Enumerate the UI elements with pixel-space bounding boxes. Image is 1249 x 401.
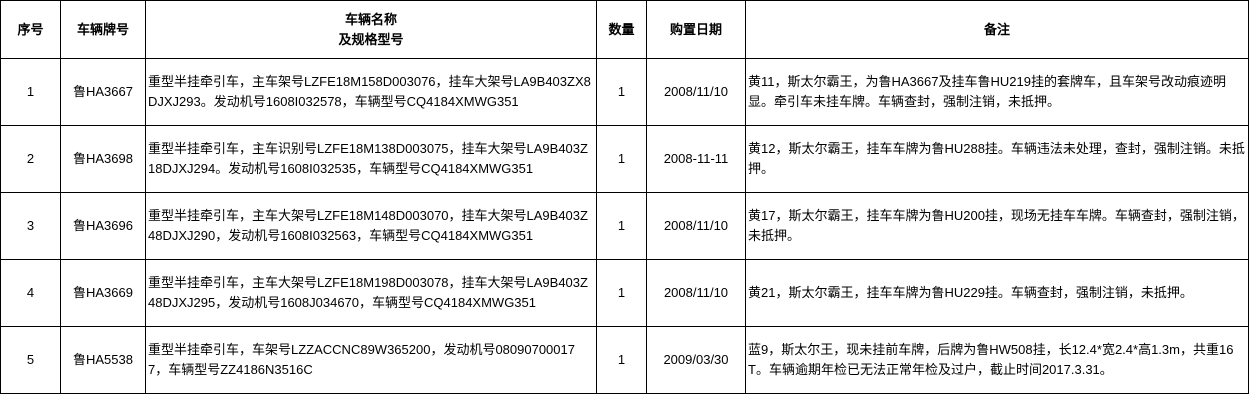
description-cell: 重型半挂牵引车，主车架号LZFE18M158D003076，挂车大架号LA9B4… bbox=[145, 58, 597, 126]
plate-cell: 鲁HA3667 bbox=[60, 58, 146, 126]
header-note: 备注 bbox=[745, 0, 1249, 59]
date-cell: 2008-11-11 bbox=[646, 125, 746, 193]
header-plate: 车辆牌号 bbox=[60, 0, 146, 59]
row-number: 4 bbox=[0, 259, 61, 327]
quantity-cell: 1 bbox=[596, 58, 647, 126]
date-cell: 2008/11/10 bbox=[646, 259, 746, 327]
plate-cell: 鲁HA5538 bbox=[60, 326, 146, 394]
header-qty: 数量 bbox=[596, 0, 647, 59]
plate-cell: 鲁HA3696 bbox=[60, 192, 146, 260]
header-name: 车辆名称 及规格型号 bbox=[145, 0, 597, 59]
quantity-cell: 1 bbox=[596, 192, 647, 260]
row-number: 2 bbox=[0, 125, 61, 193]
note-cell: 黄21，斯太尔霸王，挂车车牌为鲁HU229挂。车辆查封，强制注销，未抵押。 bbox=[745, 259, 1249, 327]
row-number: 1 bbox=[0, 58, 61, 126]
table-row: 5 鲁HA5538 重型半挂牵引车，车架号LZZACCNC89W365200，发动机… bbox=[0, 326, 1249, 394]
description-cell: 重型半挂牵引车，车架号LZZACCNC89W365200，发动机号0809070… bbox=[145, 326, 597, 394]
description-cell: 重型半挂牵引车，主车大架号LZFE18M198D003078，挂车大架号LA9B… bbox=[145, 259, 597, 327]
table-row: 4 鲁HA3669 重型半挂牵引车，主车大架号LZFE18M198D003078，挂… bbox=[0, 259, 1249, 327]
date-cell: 2009/03/30 bbox=[646, 326, 746, 394]
date-cell: 2008/11/10 bbox=[646, 58, 746, 126]
note-cell: 黄11，斯太尔霸王，为鲁HA3667及挂车鲁HU219挂的套牌车，且车架号改动痕… bbox=[745, 58, 1249, 126]
description-cell: 重型半挂牵引车，主车识别号LZFE18M138D003075，挂车大架号LA9B… bbox=[145, 125, 597, 193]
header-no: 序号 bbox=[0, 0, 61, 59]
note-cell: 黄12，斯太尔霸王，挂车车牌为鲁HU288挂。车辆违法未处理，查封，强制注销。未… bbox=[745, 125, 1249, 193]
date-cell: 2008/11/10 bbox=[646, 192, 746, 260]
plate-cell: 鲁HA3698 bbox=[60, 125, 146, 193]
table-row: 1 鲁HA3667 重型半挂牵引车，主车架号LZFE18M158D003076，挂车… bbox=[0, 58, 1249, 126]
header-date: 购置日期 bbox=[646, 0, 746, 59]
row-number: 3 bbox=[0, 192, 61, 260]
description-cell: 重型半挂牵引车，主车大架号LZFE18M148D003070，挂车大架号LA9B… bbox=[145, 192, 597, 260]
quantity-cell: 1 bbox=[596, 125, 647, 193]
note-cell: 黄17，斯太尔霸王，挂车车牌为鲁HU200挂，现场无挂车车牌。车辆查封，强制注销… bbox=[745, 192, 1249, 260]
header-name-line2: 及规格型号 bbox=[338, 31, 404, 47]
table-row: 3 鲁HA3696 重型半挂牵引车，主车大架号LZFE18M148D003070，挂… bbox=[0, 192, 1249, 260]
quantity-cell: 1 bbox=[596, 326, 647, 394]
header-row: 序号 车辆牌号 车辆名称及规格型号 数量 购置日期 备注 bbox=[0, 0, 1249, 59]
row-number: 5 bbox=[0, 326, 61, 394]
quantity-cell: 1 bbox=[596, 259, 647, 327]
plate-cell: 鲁HA3669 bbox=[60, 259, 146, 327]
note-cell: 蓝9，斯太尔王，现未挂前车牌，后牌为鲁HW508挂，长12.4*宽2.4*高1.… bbox=[745, 326, 1249, 394]
header-name-line1: 车辆名称 bbox=[344, 11, 397, 27]
table-row: 2 鲁HA3698 重型半挂牵引车，主车识别号LZFE18M138D003075，挂… bbox=[0, 125, 1249, 193]
